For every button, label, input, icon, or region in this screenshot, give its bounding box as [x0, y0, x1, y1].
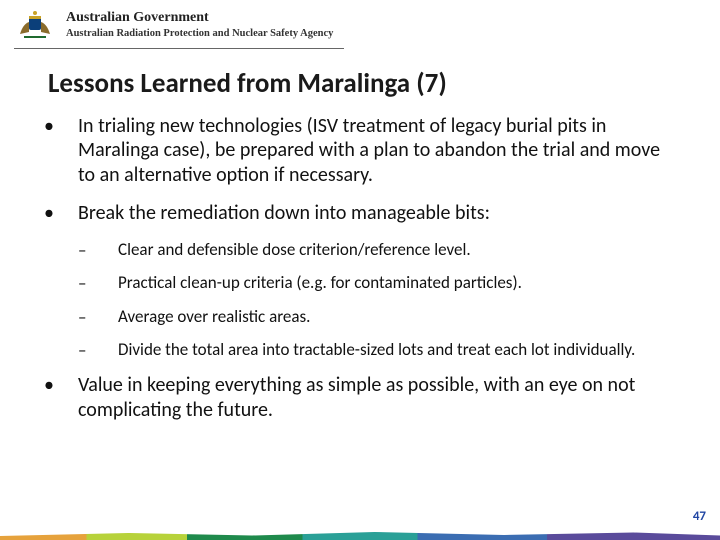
- bullet-item: • In trialing new technologies (ISV trea…: [44, 114, 676, 187]
- sub-item: – Clear and defensible dose criterion/re…: [78, 240, 676, 261]
- bullet-marker-icon: •: [44, 201, 78, 226]
- sub-item: – Average over realistic areas.: [78, 307, 676, 328]
- bullet-marker-icon: •: [44, 114, 78, 187]
- bullet-text: In trialing new technologies (ISV treatm…: [78, 114, 676, 187]
- slide: Australian Government Australian Radiati…: [0, 0, 720, 540]
- sub-text: Clear and defensible dose criterion/refe…: [118, 240, 676, 261]
- agency-name: Australian Radiation Protection and Nucl…: [66, 28, 333, 39]
- bullet-item: • Value in keeping everything as simple …: [44, 373, 676, 422]
- footer-stripe: [0, 530, 720, 540]
- bullet-text: Value in keeping everything as simple as…: [78, 373, 676, 422]
- sub-text: Divide the total area into tractable-siz…: [118, 340, 676, 361]
- dash-marker-icon: –: [78, 240, 118, 261]
- bullet-item: • Break the remediation down into manage…: [44, 201, 676, 226]
- coat-of-arms-icon: [14, 6, 56, 42]
- dash-marker-icon: –: [78, 340, 118, 361]
- content: • In trialing new technologies (ISV trea…: [0, 100, 720, 422]
- header: Australian Government Australian Radiati…: [0, 0, 720, 46]
- sub-text: Practical clean-up criteria (e.g. for co…: [118, 273, 676, 294]
- page-number: 47: [693, 509, 706, 524]
- header-text: Australian Government Australian Radiati…: [66, 10, 333, 39]
- gov-name: Australian Government: [66, 10, 333, 26]
- slide-title: Lessons Learned from Maralinga (7): [0, 49, 720, 100]
- bullet-text: Break the remediation down into manageab…: [78, 201, 676, 226]
- dash-marker-icon: –: [78, 273, 118, 294]
- bullet-marker-icon: •: [44, 373, 78, 422]
- sub-text: Average over realistic areas.: [118, 307, 676, 328]
- sub-item: – Practical clean-up criteria (e.g. for …: [78, 273, 676, 294]
- dash-marker-icon: –: [78, 307, 118, 328]
- sub-list: – Clear and defensible dose criterion/re…: [78, 240, 676, 361]
- sub-item: – Divide the total area into tractable-s…: [78, 340, 676, 361]
